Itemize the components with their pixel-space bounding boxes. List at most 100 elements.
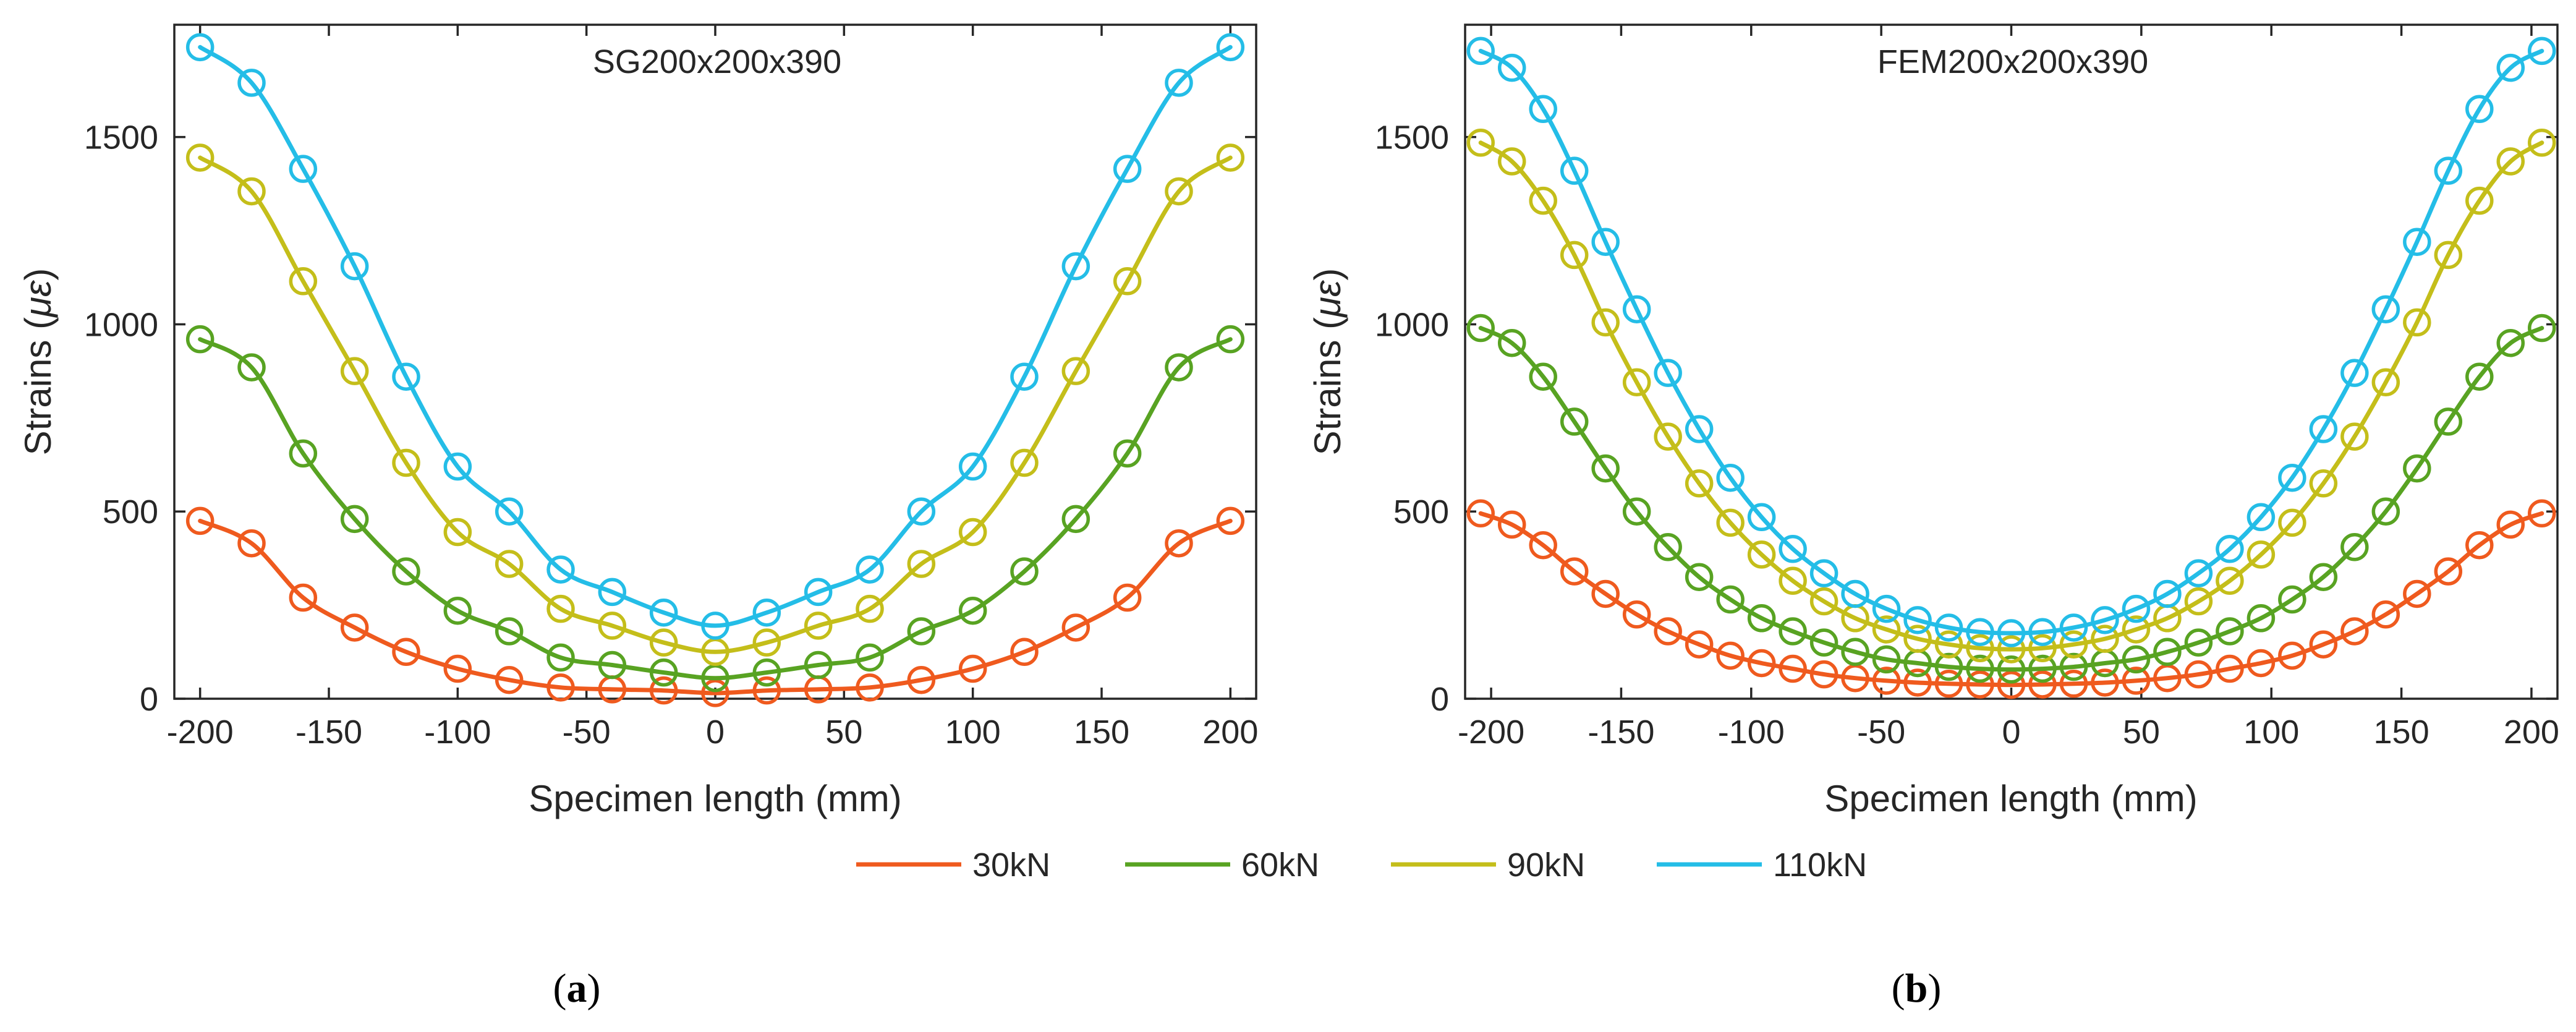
data-point (1061, 252, 1090, 281)
data-point (1903, 606, 1932, 634)
data-point (1747, 540, 1776, 569)
data-point (1113, 155, 1142, 183)
data-point (2091, 668, 2119, 697)
data-point (1654, 533, 1682, 561)
data-point (1934, 630, 1963, 659)
x-tick-label: 0 (706, 714, 725, 751)
data-point (289, 439, 318, 468)
data-point (1841, 579, 1869, 608)
chart-panel-a: -200 -150 -100 -50 0 50 100 150 200050010001500 … (17, 23, 1258, 1011)
data-point (2465, 186, 2494, 215)
y-tick-label: 1000 (84, 306, 158, 343)
x-tick-label: 0 (2002, 714, 2020, 751)
data-point (340, 613, 369, 642)
data-point (1872, 615, 1901, 644)
data-point (701, 612, 729, 640)
data-point (856, 643, 884, 672)
data-point (2122, 645, 2151, 674)
data-point (443, 654, 472, 683)
x-tick-label: 150 (2374, 714, 2429, 751)
data-point (2122, 667, 2151, 695)
data-point (1997, 655, 2026, 684)
legend-item-110kN: 110kN (1657, 846, 1867, 884)
data-point (340, 252, 369, 281)
data-point (185, 506, 215, 535)
data-point (2028, 670, 2057, 699)
x-tick-label: 50 (825, 714, 862, 751)
x-tick-label: -50 (1857, 714, 1905, 751)
y-tick-label: 1500 (84, 119, 158, 156)
data-point (2091, 625, 2119, 653)
data-point (2340, 359, 2369, 387)
data-point (1747, 649, 1776, 678)
data-point (2216, 654, 2244, 683)
data-point (2247, 604, 2276, 633)
data-point (1966, 634, 1994, 662)
x-tick-label: -200 (1458, 714, 1524, 751)
data-point (289, 583, 318, 612)
data-point (1113, 583, 1142, 612)
data-point (752, 628, 781, 657)
data-point (495, 497, 524, 526)
data-point (1779, 654, 1807, 683)
data-point (649, 658, 678, 687)
data-point (2278, 508, 2306, 537)
data-point (2184, 628, 2213, 657)
data-point (2059, 670, 2088, 698)
data-point (1779, 617, 1807, 646)
data-point (1747, 503, 1776, 532)
data-point (1010, 557, 1039, 586)
data-point (856, 555, 884, 584)
data-point (2371, 497, 2400, 526)
data-point (2465, 531, 2494, 560)
data-point (752, 676, 781, 705)
data-point (1216, 33, 1245, 62)
data-point (907, 617, 936, 646)
series-line (1478, 48, 2544, 636)
data-point (237, 177, 266, 206)
data-point (2403, 228, 2431, 256)
data-point (340, 357, 369, 385)
data-point (1903, 625, 1932, 653)
legend-label: 60kN (1241, 846, 1319, 884)
data-point (2247, 649, 2276, 678)
data-point (1997, 635, 2026, 663)
data-point (1809, 628, 1838, 657)
y-tick-label: 0 (1430, 681, 1449, 718)
data-point (1685, 469, 1714, 498)
data-point (1872, 645, 1901, 674)
x-axis-label: Specimen length (mm) (1824, 778, 2198, 819)
data-point (185, 33, 215, 62)
series-60kN (1466, 313, 2556, 684)
x-tick-label: 200 (2504, 714, 2559, 751)
data-point (443, 596, 472, 625)
data-point (1779, 535, 1807, 563)
data-point (598, 578, 627, 607)
data-point (546, 673, 575, 702)
data-point (907, 665, 936, 694)
data-point (2184, 660, 2213, 689)
data-point (2184, 559, 2213, 587)
data-point (392, 638, 420, 667)
legend-label: 110kN (1773, 846, 1867, 884)
data-point (1497, 147, 1526, 176)
data-point (1529, 531, 1557, 560)
data-point (1716, 641, 1745, 670)
data-point (2028, 634, 2057, 662)
panel-caption: (b) (1892, 966, 1942, 1011)
data-point (495, 550, 524, 578)
x-tick-label: -100 (1718, 714, 1785, 751)
data-point (1591, 454, 1620, 483)
legend-label: 90kN (1507, 846, 1585, 884)
data-point (2465, 362, 2494, 391)
data-point (2528, 313, 2556, 343)
data-point (2403, 454, 2431, 483)
data-point (1061, 357, 1090, 385)
data-point (2122, 615, 2151, 644)
data-point (958, 596, 987, 625)
series-line (198, 155, 1233, 654)
legend-item-90kN: 90kN (1391, 846, 1585, 884)
data-point (1061, 505, 1090, 534)
data-point (1716, 585, 1745, 614)
data-point (1560, 557, 1589, 586)
